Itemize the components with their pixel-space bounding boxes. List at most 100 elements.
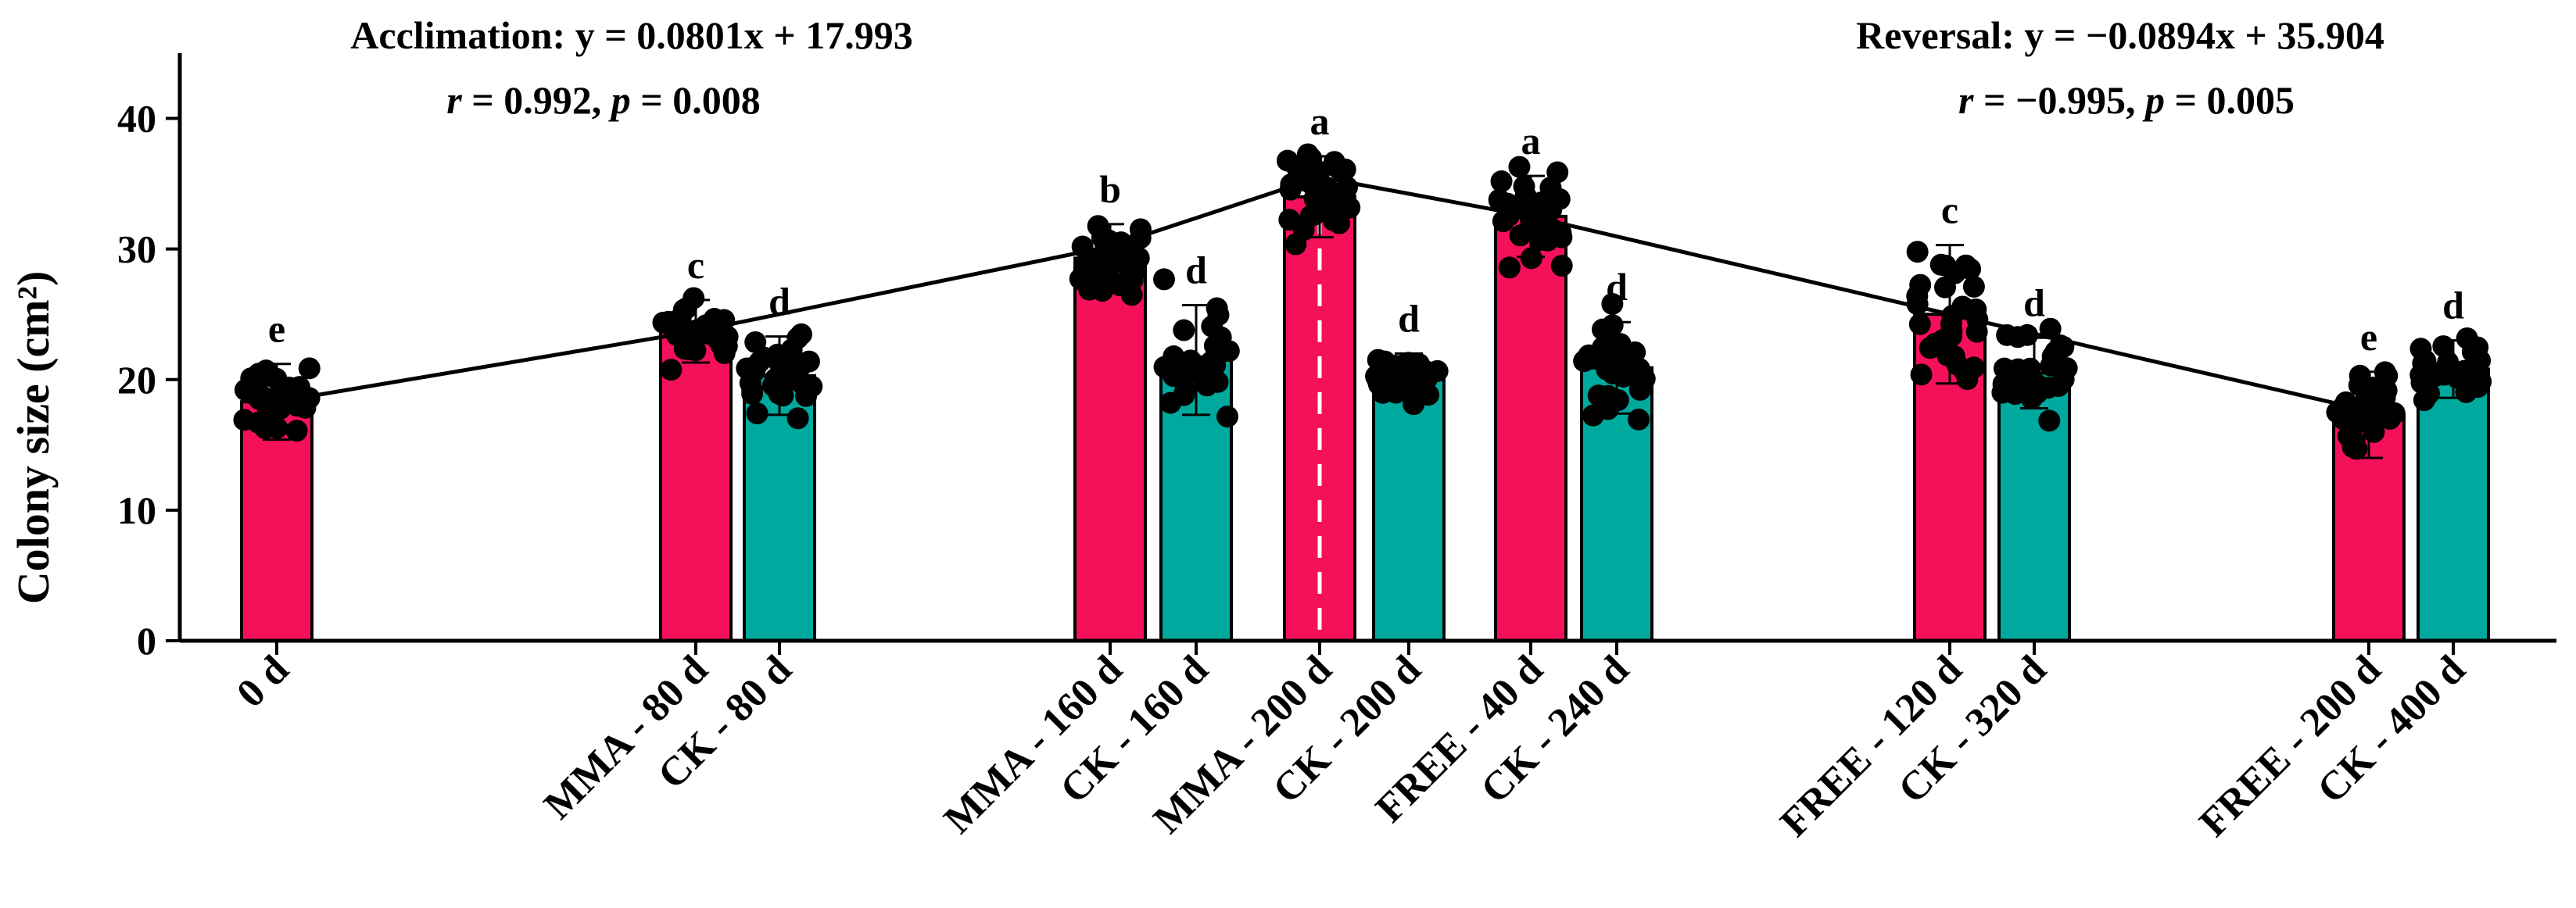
data-point xyxy=(1335,176,1358,198)
data-point xyxy=(786,327,809,349)
data-point xyxy=(2020,387,2043,409)
data-point xyxy=(1906,241,1929,263)
data-point xyxy=(1173,319,1195,341)
data-point xyxy=(1628,366,1651,389)
data-point xyxy=(1611,353,1634,376)
data-point xyxy=(715,324,737,347)
data-point xyxy=(713,341,736,364)
data-point xyxy=(1582,404,1604,427)
data-point xyxy=(2016,324,2039,346)
data-point xyxy=(1498,256,1521,279)
data-point xyxy=(2363,420,2385,443)
data-point xyxy=(1943,345,1965,367)
data-point xyxy=(786,407,809,430)
data-point xyxy=(1083,249,1105,272)
data-point xyxy=(660,359,683,381)
data-point xyxy=(2038,409,2061,432)
data-point xyxy=(1910,363,1933,386)
data-point xyxy=(1906,293,1929,316)
data-point xyxy=(768,351,790,374)
data-point xyxy=(254,416,277,439)
data-point xyxy=(1933,276,1956,298)
data-point xyxy=(1954,254,1977,277)
data-point xyxy=(1509,224,1532,247)
bar-1 xyxy=(240,400,313,642)
data-point xyxy=(744,331,767,353)
data-point xyxy=(746,402,769,425)
data-point xyxy=(1292,219,1315,241)
data-point xyxy=(695,314,718,337)
significance-letter-6: a xyxy=(1310,99,1330,143)
acclimation-stats: r = 0.992, p = 0.008 xyxy=(446,78,760,122)
reversal-stats: r = −0.995, p = 0.005 xyxy=(1958,78,2295,122)
data-point xyxy=(792,374,815,396)
data-point xyxy=(2376,365,2399,388)
data-point xyxy=(1099,249,1122,272)
data-points xyxy=(233,143,2492,460)
data-point xyxy=(1587,384,1610,407)
data-point xyxy=(764,367,786,390)
bar-8 xyxy=(1494,214,1567,642)
data-point xyxy=(1276,149,1299,172)
data-point xyxy=(1109,231,1132,254)
y-tick-label-40: 40 xyxy=(117,97,156,141)
data-point xyxy=(1092,270,1115,293)
data-point xyxy=(1940,325,1963,348)
data-point xyxy=(298,357,321,380)
data-point xyxy=(1307,173,1330,195)
reversal-equation: Reversal: y = −0.0894x + 35.904 xyxy=(1856,13,2384,57)
data-point xyxy=(1508,156,1531,178)
significance-letter-5: d xyxy=(1185,248,1207,292)
data-point xyxy=(1407,370,1430,393)
data-point xyxy=(1492,210,1514,233)
significance-letter-12: e xyxy=(2360,315,2377,359)
data-point xyxy=(2049,334,2072,357)
data-point xyxy=(265,367,288,390)
data-point xyxy=(1206,370,1229,393)
data-point xyxy=(1087,215,1109,238)
data-point xyxy=(1206,297,1228,320)
data-point xyxy=(2346,399,2369,421)
data-point xyxy=(1129,218,1152,241)
significance-letter-11: d xyxy=(2023,281,2045,324)
y-axis-label: Colony size (cm²) xyxy=(8,271,59,605)
data-point xyxy=(2412,352,2434,375)
y-tick-label-30: 30 xyxy=(117,227,156,271)
significance-letter-1: e xyxy=(268,307,285,351)
data-point xyxy=(1322,209,1345,232)
data-point xyxy=(1300,147,1323,170)
data-point xyxy=(2433,363,2456,386)
bar-11 xyxy=(1997,371,2071,642)
y-tick-label-0: 0 xyxy=(137,619,156,663)
data-point xyxy=(1530,191,1553,214)
significance-letter-3: d xyxy=(769,280,790,324)
data-point xyxy=(1120,284,1143,306)
data-point xyxy=(1520,247,1542,270)
data-point xyxy=(1216,406,1239,428)
data-point xyxy=(2019,357,2041,380)
data-point xyxy=(1378,358,1401,381)
data-point xyxy=(1965,320,1988,343)
data-point xyxy=(2378,407,2401,430)
data-point xyxy=(2413,389,2435,412)
data-point xyxy=(1550,255,1573,277)
data-point xyxy=(1601,292,1624,315)
data-point xyxy=(1184,360,1206,383)
significance-letter-7: d xyxy=(1398,296,1420,340)
significance-letter-13: d xyxy=(2442,284,2464,327)
data-point xyxy=(657,310,680,333)
data-point xyxy=(2052,368,2075,391)
y-tick-label-10: 10 xyxy=(117,488,156,532)
data-point xyxy=(1153,268,1176,291)
data-point xyxy=(1951,295,1974,318)
data-point xyxy=(1334,158,1356,181)
x-tick-label-1: 0 d xyxy=(228,647,297,716)
significance-letter-2: c xyxy=(687,243,704,287)
axes xyxy=(166,53,2556,655)
bars xyxy=(240,155,2490,643)
data-point xyxy=(676,323,699,345)
data-point xyxy=(683,287,705,309)
data-point xyxy=(1531,212,1553,234)
bar-7 xyxy=(1372,373,1446,642)
